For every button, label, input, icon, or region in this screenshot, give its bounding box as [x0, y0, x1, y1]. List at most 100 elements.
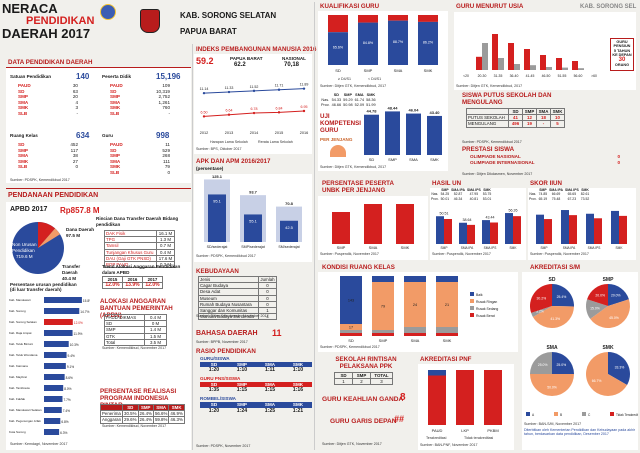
- ukg-table: SD SMP SMA SMK Nas. 54.33 59.29 61.74 58.36 Prov.…: [320, 93, 377, 109]
- table-cell: 53.75: [482, 192, 492, 197]
- rasio-header: SMK: [284, 361, 312, 368]
- list-row-smp: SMP 117: [18, 148, 78, 154]
- table-row: Total 3.5 M: [104, 338, 167, 347]
- list-row-value: 117: [70, 147, 78, 153]
- table-header-cell: SMA: [355, 93, 364, 97]
- kab-label: Kota Sorong: [9, 430, 26, 434]
- table-row: Cagar Budaya 0: [198, 282, 277, 290]
- table-row: Nas. 54.25 52.87 47.95 53.75: [430, 192, 492, 196]
- list-row-smk: SMK 760: [110, 105, 170, 111]
- kondisi-bar-segment: [436, 282, 458, 327]
- usia-bar-pns: [524, 49, 530, 70]
- ipm-point-rls: [227, 113, 231, 116]
- list-row-label: SD: [18, 88, 25, 94]
- kondisi-cat: SMA: [411, 338, 420, 343]
- list-row-sd: SD 10,319: [110, 89, 170, 95]
- kab-value: 7.7%: [63, 398, 70, 402]
- table-header-cell: SMA IPS: [466, 188, 481, 192]
- un-bar-label: 56.26: [509, 209, 518, 213]
- kab-bar: [44, 385, 64, 391]
- table-cell: 58.36: [366, 98, 376, 103]
- list-row-sma: SMA 38: [18, 153, 78, 159]
- ipm-label-hls: 11.52: [250, 85, 259, 89]
- list-row-smk: SMK 3: [18, 105, 78, 111]
- list-row-value: 4: [75, 99, 78, 105]
- divider-v2: [314, 2, 315, 450]
- kualifikasi-bar-low: [328, 15, 348, 33]
- prestasi-value: 0: [617, 159, 620, 165]
- list-row-paud: PAUD 30: [18, 83, 78, 89]
- un-cat: SMP: [441, 246, 448, 250]
- list-row-smk: SMK 79: [110, 164, 170, 170]
- ruang-rows: SD 452 SMP 117 SMA 38 SMK 27 SLB 0: [18, 142, 78, 170]
- ipm-year-label: 2016: [300, 131, 308, 135]
- kab-label: Kab. Maybrat: [9, 375, 27, 379]
- rasio-subtitle: GURU PNS/SISWA: [200, 376, 241, 382]
- kab-bar: [44, 374, 65, 380]
- kualifikasi-bar-label: 65.6%: [333, 46, 344, 50]
- ipm-point-rls: [202, 115, 206, 118]
- ipm-point-hls: [227, 90, 231, 94]
- table-header-cell: 2017: [142, 275, 163, 284]
- kab-bar: [44, 429, 60, 435]
- peserta-rows: PAUD 109 SD 10,319 SMP 2,752 SMA 1,261 SMK 760 SLB…: [110, 83, 170, 117]
- kualifikasi-cat: SMA: [394, 68, 403, 73]
- table-row: 12.0% 13.9% 12.0%: [102, 282, 163, 290]
- kondisi-chart: 143 17 SD 79 SMP 24 SMA 21 SMK Baik Rusak Ringan Ru…: [340, 276, 498, 343]
- rasio-block: GURU/SISWA SD SMP SMA SMK 1:20 1:10 1:11 1:10 GUR…: [200, 356, 312, 414]
- list-row-value: 268: [162, 153, 170, 159]
- table-cell: 40.81: [469, 196, 479, 201]
- pnf-source: Sumber: BAN-PNF, November 2017: [420, 443, 478, 447]
- table-cell: 1: [334, 378, 353, 386]
- ukg-bar-label: 46.04: [408, 108, 419, 113]
- table-cell: 46.3%: [168, 416, 185, 424]
- table-cell: Nas.: [529, 192, 537, 197]
- usia-cat: 20-30: [478, 74, 487, 78]
- apk-label: 93.7: [249, 190, 258, 195]
- kab-value: 9.1%: [67, 365, 74, 369]
- satuan-rows: PAUD 30 SD 63 SMP 20 SMA 4 SMK 3 SLB -: [18, 83, 78, 117]
- kab-bar: [44, 352, 67, 358]
- akreditasi-legend-label: B: [560, 413, 562, 417]
- iiun-title: SKOR IIUN: [530, 180, 562, 187]
- table-header-cell: SMA IPS: [564, 188, 579, 192]
- list-row-label: PAUD: [110, 83, 123, 88]
- dana-daerah-label: Dana Daerah: [66, 227, 95, 232]
- table-row: Desa Adat 0: [198, 288, 277, 296]
- apk-label: 125.1: [212, 174, 223, 179]
- kebudayaan-table: Jenis Jumlah Cagar Budaya 0 Desa Adat 0 Museum…: [198, 275, 277, 321]
- kab-value: 7.4%: [63, 409, 70, 413]
- table-cell: 0: [258, 294, 277, 302]
- apm-bar: [244, 214, 262, 242]
- akreditasi-pie-value: 25.0%: [557, 363, 567, 367]
- table-cell: 0: [258, 282, 277, 290]
- akreditasi-legend-swatch: [610, 412, 614, 416]
- table-cell: Prov.: [529, 196, 537, 201]
- apm-bar: [208, 194, 226, 242]
- usia-chart: <20 20-30 31-35 36-40 41-45 46-50 51-55 56-60 >6…: [463, 34, 597, 78]
- un-source: Sumber: Puspendik, November 2017: [432, 252, 491, 256]
- ipm-point-rls: [302, 109, 306, 113]
- putus-title: SISWA PUTUS SEKOLAH DAN MENGULANG: [462, 92, 552, 106]
- kab-label: Kab. Manokwari: [9, 298, 31, 302]
- transfer-label: Transfer Daerah: [62, 264, 81, 275]
- iiun-bar-2017: [619, 215, 627, 244]
- title-block: NERACA PENDIDIKAN DAERAH 2017: [2, 2, 122, 52]
- kondisi-bar-label: 21: [445, 303, 449, 307]
- pnf-bar-accredited: [428, 370, 446, 376]
- ipm-chart: 11.14 6.50 2012 11.33 6.64 2013 11.52 6.78 2014 1…: [200, 83, 309, 135]
- ipm-legend-1: Harapan Lama Sekolah: [210, 140, 248, 144]
- rasio-header: SD: [200, 381, 228, 388]
- usia-bar-nonpns: [530, 65, 536, 70]
- kualifikasi-bar-high: [358, 22, 378, 66]
- ipm-label-rls: 6.84: [276, 106, 283, 110]
- ipm-nas-value: 70,18: [284, 62, 300, 68]
- rasio-value: 1:10: [292, 367, 304, 374]
- kualifikasi-cat: SMK: [424, 68, 433, 73]
- table-cell: 54.33: [331, 98, 342, 103]
- list-row-value: 27: [72, 158, 78, 164]
- pip-source: Sumber: Kemendikbud, November 2017: [102, 424, 167, 428]
- table-cell: 0.4 M: [144, 313, 167, 322]
- ipm-year-label: 2013: [225, 131, 233, 135]
